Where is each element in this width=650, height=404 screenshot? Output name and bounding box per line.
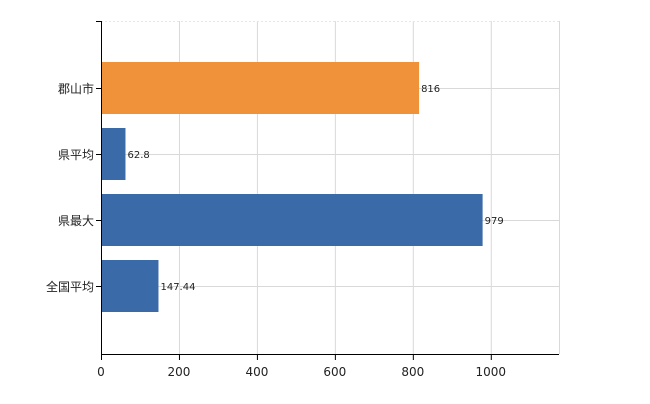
axes-layer (96, 21, 559, 360)
y-tick-label: 県平均 (58, 148, 94, 162)
x-tick-label: 1000 (476, 365, 507, 379)
data-label: 816 (421, 84, 440, 95)
bar-4 (101, 260, 159, 312)
bar-1 (101, 62, 420, 114)
x-tick-label: 800 (401, 365, 424, 379)
y-tick-label: 県最大 (58, 214, 94, 228)
data-label: 147.44 (160, 282, 195, 293)
data-label: 979 (485, 216, 504, 227)
bar-2 (101, 128, 126, 180)
data-label: 62.8 (127, 150, 149, 161)
x-tick-label: 200 (168, 365, 191, 379)
bar-3 (101, 194, 483, 246)
bars-layer (101, 62, 483, 312)
x-tick-label: 600 (323, 365, 346, 379)
y-tick-label: 郡山市 (58, 81, 94, 96)
x-tick-label: 400 (245, 365, 268, 379)
y-tick-label: 全国平均 (46, 279, 94, 294)
x-tick-label: 0 (97, 365, 105, 379)
